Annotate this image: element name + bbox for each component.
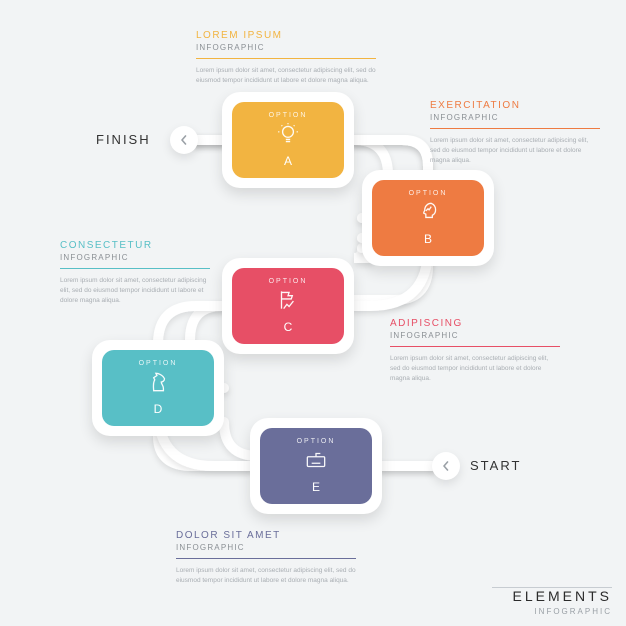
text-sub: INFOGRAPHIC <box>176 543 356 552</box>
start-label: START <box>470 458 521 473</box>
finish-endpoint <box>170 126 198 154</box>
option-letter: E <box>312 480 320 494</box>
text-block-2: CONSECTETUR INFOGRAPHIC Lorem ipsum dolo… <box>60 240 210 305</box>
option-box-b: OPTION B <box>362 170 494 266</box>
option-label: OPTION <box>269 278 308 285</box>
option-box-a: OPTION A <box>222 92 354 188</box>
option-box-c: OPTION C <box>222 258 354 354</box>
text-body: Lorem ipsum dolor sit amet, consectetur … <box>430 136 600 165</box>
text-title: CONSECTETUR <box>60 240 210 251</box>
text-body: Lorem ipsum dolor sit amet, consectetur … <box>60 276 210 305</box>
text-sub: INFOGRAPHIC <box>430 113 600 122</box>
text-block-3: ADIPISCING INFOGRAPHIC Lorem ipsum dolor… <box>390 318 560 383</box>
text-title: LOREM IPSUM <box>196 30 376 41</box>
option-label: OPTION <box>269 112 308 119</box>
text-sub: INFOGRAPHIC <box>390 331 560 340</box>
text-body: Lorem ipsum dolor sit amet, consectetur … <box>176 566 356 586</box>
option-letter: C <box>284 320 293 334</box>
text-title: ADIPISCING <box>390 318 560 329</box>
option-label: OPTION <box>139 360 178 367</box>
footer-subtitle: INFOGRAPHIC <box>534 607 612 616</box>
text-title: EXERCITATION <box>430 100 600 111</box>
text-block-0: LOREM IPSUM INFOGRAPHIC Lorem ipsum dolo… <box>196 30 376 86</box>
start-endpoint <box>432 452 460 480</box>
option-box-d: OPTION D <box>92 340 224 436</box>
option-letter: D <box>154 402 163 416</box>
text-body: Lorem ipsum dolor sit amet, consectetur … <box>390 354 560 383</box>
option-letter: A <box>284 154 292 168</box>
text-sub: INFOGRAPHIC <box>60 253 210 262</box>
option-box-e: OPTION E <box>250 418 382 514</box>
text-body: Lorem ipsum dolor sit amet, consectetur … <box>196 66 376 86</box>
option-label: OPTION <box>297 438 336 445</box>
knight-icon <box>145 369 171 400</box>
flag-chart-icon <box>275 287 301 318</box>
text-block-4: DOLOR SIT AMET INFOGRAPHIC Lorem ipsum d… <box>176 530 356 586</box>
keyboard-icon <box>303 447 329 478</box>
text-block-1: EXERCITATION INFOGRAPHIC Lorem ipsum dol… <box>430 100 600 165</box>
text-sub: INFOGRAPHIC <box>196 43 376 52</box>
head-chart-icon <box>415 199 441 230</box>
infographic-canvas: FINISH START OPTION A OPTION B OPTION <box>0 0 626 626</box>
option-letter: B <box>424 232 432 246</box>
finish-label: FINISH <box>96 132 151 147</box>
footer-title: ELEMENTS <box>513 588 612 604</box>
option-label: OPTION <box>409 190 448 197</box>
bulb-icon <box>275 121 301 152</box>
text-title: DOLOR SIT AMET <box>176 530 356 541</box>
